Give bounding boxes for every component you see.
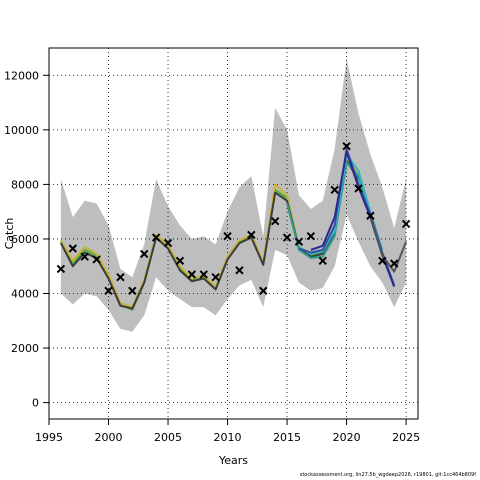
y-tick-label: 8000 xyxy=(11,178,39,191)
observation-marker xyxy=(211,272,220,282)
confidence-band xyxy=(60,58,407,332)
series-line-4 xyxy=(286,161,372,260)
confidence-band-layer xyxy=(60,58,407,332)
y-tick-label: 4000 xyxy=(11,288,39,301)
observation-marker xyxy=(330,185,339,195)
observation-marker xyxy=(401,219,411,229)
observation-marker xyxy=(389,259,399,268)
observation-marker xyxy=(318,256,327,265)
y-tick-label: 12000 xyxy=(4,69,39,82)
observation-marker xyxy=(294,237,304,246)
observation-marker xyxy=(306,232,316,241)
observation-marker xyxy=(354,184,363,193)
observation-marker xyxy=(259,286,268,295)
observation-marker xyxy=(116,272,125,282)
observation-marker xyxy=(175,256,185,265)
series-layer xyxy=(60,147,408,311)
observation-marker xyxy=(223,232,232,241)
observation-marker xyxy=(104,286,113,295)
y-tick-label: 10000 xyxy=(4,124,39,137)
observation-marker xyxy=(128,286,137,295)
observation-marker xyxy=(140,249,149,259)
y-tick-label: 6000 xyxy=(11,233,39,246)
x-tick-label: 2010 xyxy=(214,431,242,444)
y-axis-title: Catch xyxy=(3,218,16,250)
series-line-8 xyxy=(369,214,408,273)
observation-marker xyxy=(247,230,256,240)
observation-marker xyxy=(80,252,89,261)
x-axis-title: Years xyxy=(218,454,248,467)
series-line-3 xyxy=(60,160,360,310)
x-tick-label: 1995 xyxy=(35,431,63,444)
y-axis: 0 2000 4000 6000 8000 10000 12000 xyxy=(4,69,50,410)
grid-layer xyxy=(48,48,418,419)
observation-marker xyxy=(56,264,66,274)
observation-marker xyxy=(68,244,78,253)
x-tick-label: 2025 xyxy=(392,431,420,444)
observation-marker xyxy=(282,233,292,242)
observation-marker xyxy=(270,217,280,226)
observation-marker xyxy=(187,270,197,279)
footer-credit: stockassessment.org, lin27.5b_wgdeep2026… xyxy=(299,472,476,478)
observation-marker xyxy=(342,141,351,151)
observation-marker xyxy=(151,233,161,242)
x-axis: 1995 2000 2005 2010 2015 2020 2025 xyxy=(35,418,420,444)
observation-marker xyxy=(92,255,101,264)
y-tick-label: 2000 xyxy=(11,342,39,355)
x-tick-label: 2015 xyxy=(273,431,301,444)
observation-marker xyxy=(366,211,375,220)
x-tick-label: 2005 xyxy=(154,431,182,444)
observations-layer xyxy=(56,141,411,295)
observation-marker xyxy=(163,238,173,248)
x-tick-label: 2000 xyxy=(95,431,123,444)
y-tick-label: 0 xyxy=(32,397,39,410)
observation-marker xyxy=(199,270,208,279)
observation-marker xyxy=(378,256,387,265)
observation-marker xyxy=(235,266,244,275)
x-tick-label: 2020 xyxy=(333,431,361,444)
